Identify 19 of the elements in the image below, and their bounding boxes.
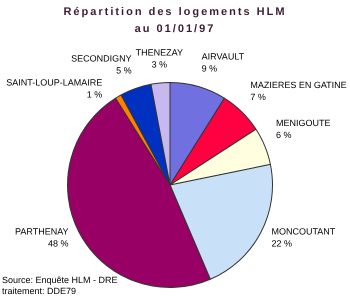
data-label: 6 % xyxy=(276,130,292,140)
data-label: 7 % xyxy=(250,92,266,102)
chart-title: Répartition des logements HLM au 01/01/97 xyxy=(62,5,288,37)
data-label: 48 % xyxy=(48,238,69,249)
text: traitement: DDE79 xyxy=(2,286,78,297)
data-label: 3 % xyxy=(152,59,168,70)
data-label: 22 % xyxy=(271,238,292,249)
data-label: 9 % xyxy=(202,63,218,74)
slice-label: AIRVAULT xyxy=(202,51,245,62)
slice-label: MONCOUTANT xyxy=(271,226,336,237)
source-note: Source: Enquête HLM - DRE xyxy=(2,275,118,286)
slice-label: SECONDIGNY xyxy=(71,54,132,64)
slice-label: MAZIERES EN GATINE xyxy=(250,80,347,90)
data-label: 5 % xyxy=(116,66,132,76)
data-label: 1 % xyxy=(86,90,102,100)
slice-label: THENEZAY xyxy=(136,47,184,58)
slice-label: PARTHENAY xyxy=(15,226,69,237)
slice-label: MENIGOUTE xyxy=(276,118,330,128)
slice-label: SAINT-LOUP-LAMAIRE xyxy=(6,78,102,88)
